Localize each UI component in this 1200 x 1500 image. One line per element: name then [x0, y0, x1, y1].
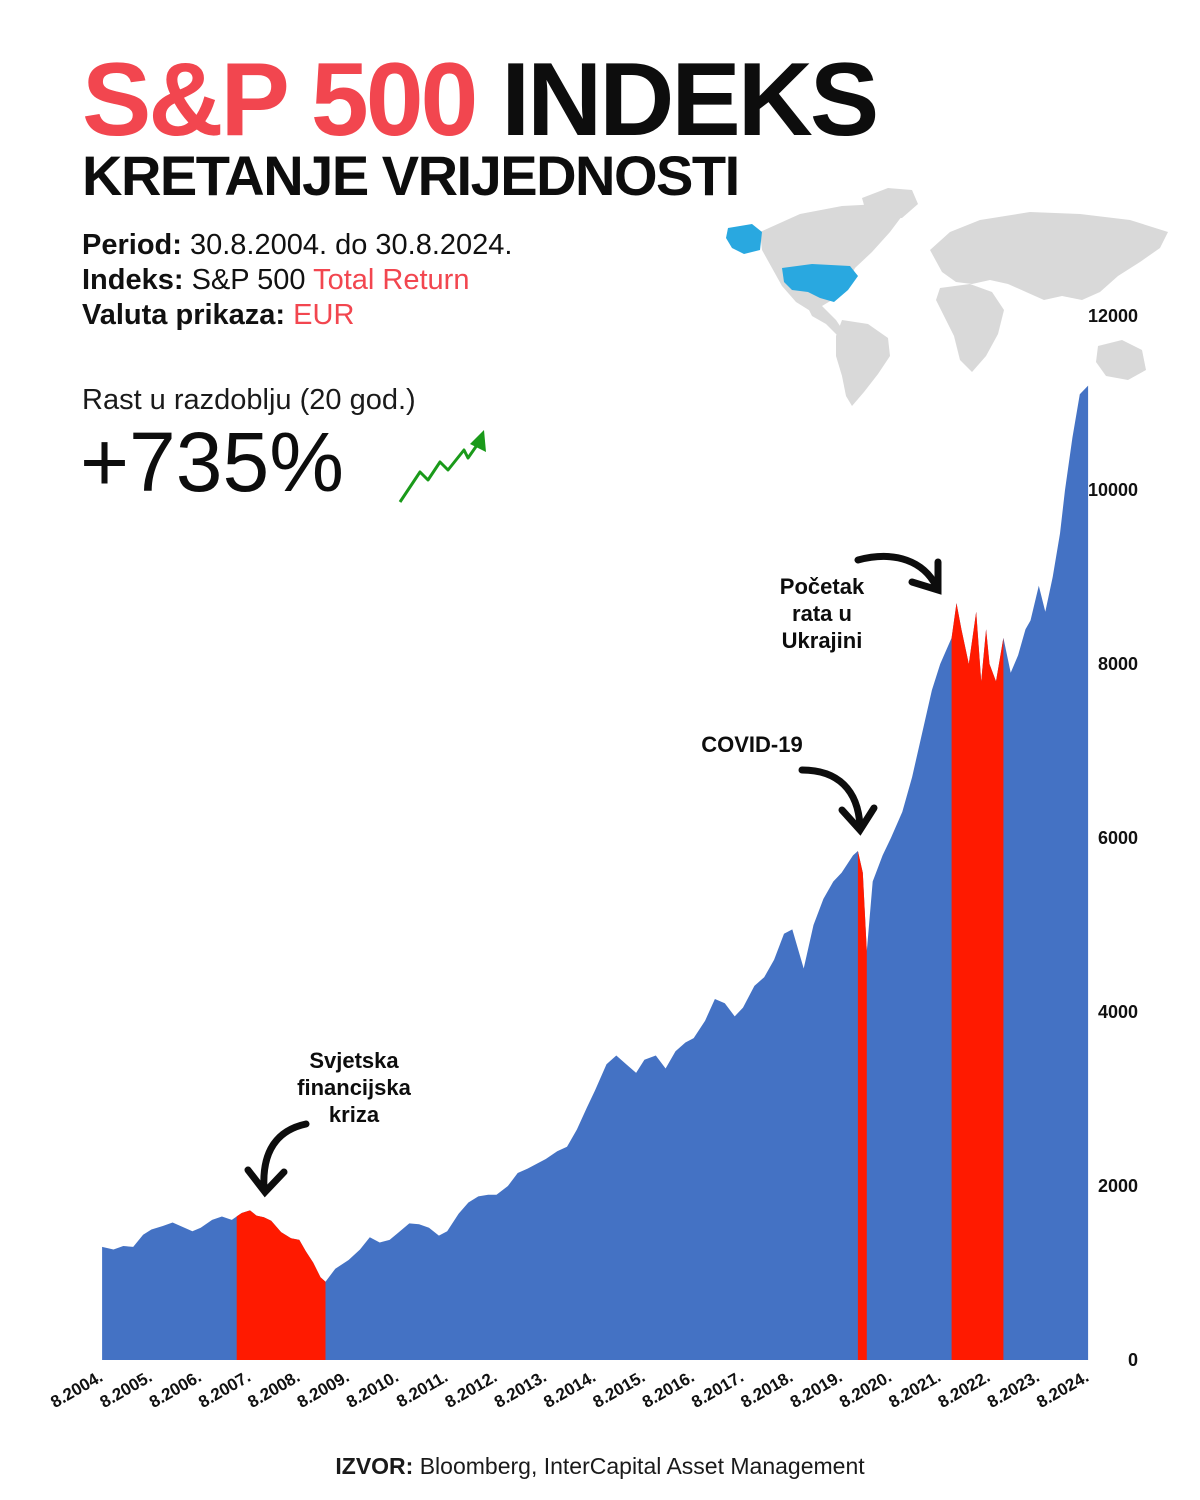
x-tick-label: 8.2009. — [294, 1367, 353, 1412]
page-title: S&P 500 INDEKS — [82, 48, 879, 152]
currency-row: Valuta prikaza: EUR — [82, 298, 512, 333]
annotation-line: Svjetska — [309, 1048, 399, 1073]
ukraine-highlight-area — [951, 603, 1004, 1360]
source-value: Bloomberg, InterCapital Asset Management — [419, 1453, 865, 1479]
index-value-highlight: Total Return — [313, 264, 470, 296]
source-footer: IZVOR: Bloomberg, InterCapital Asset Man… — [0, 1453, 1200, 1480]
x-tick-label: 8.2019. — [787, 1367, 846, 1412]
index-row: Indeks: S&P 500 Total Return — [82, 263, 512, 298]
x-tick-label: 8.2010. — [343, 1367, 402, 1412]
map-africa — [936, 284, 1004, 372]
x-tick-label: 8.2004. — [47, 1367, 106, 1412]
y-tick-label: 6000 — [1098, 828, 1138, 848]
x-tick-label: 8.2023. — [984, 1367, 1043, 1412]
x-tick-label: 8.2008. — [245, 1367, 304, 1412]
map-south-america — [836, 320, 890, 406]
currency-label: Valuta prikaza: — [82, 299, 286, 331]
map-central-america — [806, 304, 844, 336]
ukraine-annotation-label: Početak rata u Ukrajini — [780, 574, 865, 653]
y-tick-label: 12000 — [1088, 306, 1138, 326]
y-tick-label: 10000 — [1088, 480, 1138, 500]
x-tick-label: 8.2007. — [195, 1367, 254, 1412]
x-tick-label: 8.2016. — [639, 1367, 698, 1412]
period-value: 30.8.2004. do 30.8.2024. — [189, 229, 513, 261]
annotation-line: rata u — [792, 601, 852, 626]
x-tick-label: 8.2015. — [590, 1367, 649, 1412]
x-tick-label: 8.2018. — [738, 1367, 797, 1412]
map-eurasia — [930, 212, 1168, 300]
y-tick-label: 4000 — [1098, 1002, 1138, 1022]
map-australia — [1096, 340, 1146, 380]
covid-highlight-area — [857, 851, 867, 1360]
growth-label: Rast u razdoblju (20 god.) — [82, 384, 416, 416]
x-tick-label: 8.2012. — [442, 1367, 501, 1412]
growth-value: +735% — [80, 415, 344, 509]
crisis-annotation-label: Svjetska financijska kriza — [297, 1048, 411, 1127]
y-tick-label: 2000 — [1098, 1176, 1138, 1196]
annotation-line: Početak — [780, 574, 865, 599]
currency-value: EUR — [293, 299, 355, 331]
x-tick-label: 8.2021. — [885, 1367, 944, 1412]
covid-annotation-label: COVID-19 — [701, 732, 802, 757]
map-greenland — [862, 188, 918, 220]
index-value: S&P 500 — [191, 264, 306, 296]
annotation-line: kriza — [329, 1102, 380, 1127]
title-index-name: S&P 500 — [82, 42, 478, 158]
x-tick-label: 8.2014. — [540, 1367, 599, 1412]
world-map-icon — [726, 188, 1168, 406]
annotation-line: financijska — [297, 1075, 411, 1100]
map-alaska-highlight — [726, 224, 762, 254]
x-tick-label: 8.2005. — [97, 1367, 156, 1412]
crisis-highlight-area — [236, 1210, 326, 1360]
x-tick-label: 8.2022. — [935, 1367, 994, 1412]
annotation-line: Ukrajini — [782, 628, 863, 653]
crisis-annotation-arrow — [244, 1120, 310, 1198]
map-us-highlight — [782, 264, 858, 302]
x-tick-label: 8.2020. — [836, 1367, 895, 1412]
page-subtitle: KRETANJE VRIJEDNOSTI — [82, 144, 740, 207]
x-tick-label: 8.2024. — [1033, 1367, 1092, 1412]
x-tick-label: 8.2013. — [491, 1367, 550, 1412]
info-block: Period: 30.8.2004. do 30.8.2024. Indeks:… — [82, 228, 512, 333]
index-label: Indeks: — [82, 264, 184, 296]
index-value-area — [102, 385, 1089, 1361]
y-tick-label: 0 — [1128, 1350, 1138, 1370]
period-row: Period: 30.8.2004. do 30.8.2024. — [82, 228, 512, 263]
y-tick-label: 8000 — [1098, 654, 1138, 674]
x-tick-label: 8.2017. — [688, 1367, 747, 1412]
ukraine-annotation-arrow — [854, 553, 942, 595]
period-label: Period: — [82, 229, 182, 261]
title-index-word: INDEKS — [501, 42, 879, 158]
covid-annotation-arrow — [798, 766, 878, 836]
x-tick-label: 8.2006. — [146, 1367, 205, 1412]
annotation-line: COVID-19 — [701, 732, 802, 757]
x-tick-label: 8.2011. — [393, 1367, 451, 1411]
source-label: IZVOR: — [335, 1453, 414, 1479]
trend-up-arrow-icon — [398, 430, 486, 503]
